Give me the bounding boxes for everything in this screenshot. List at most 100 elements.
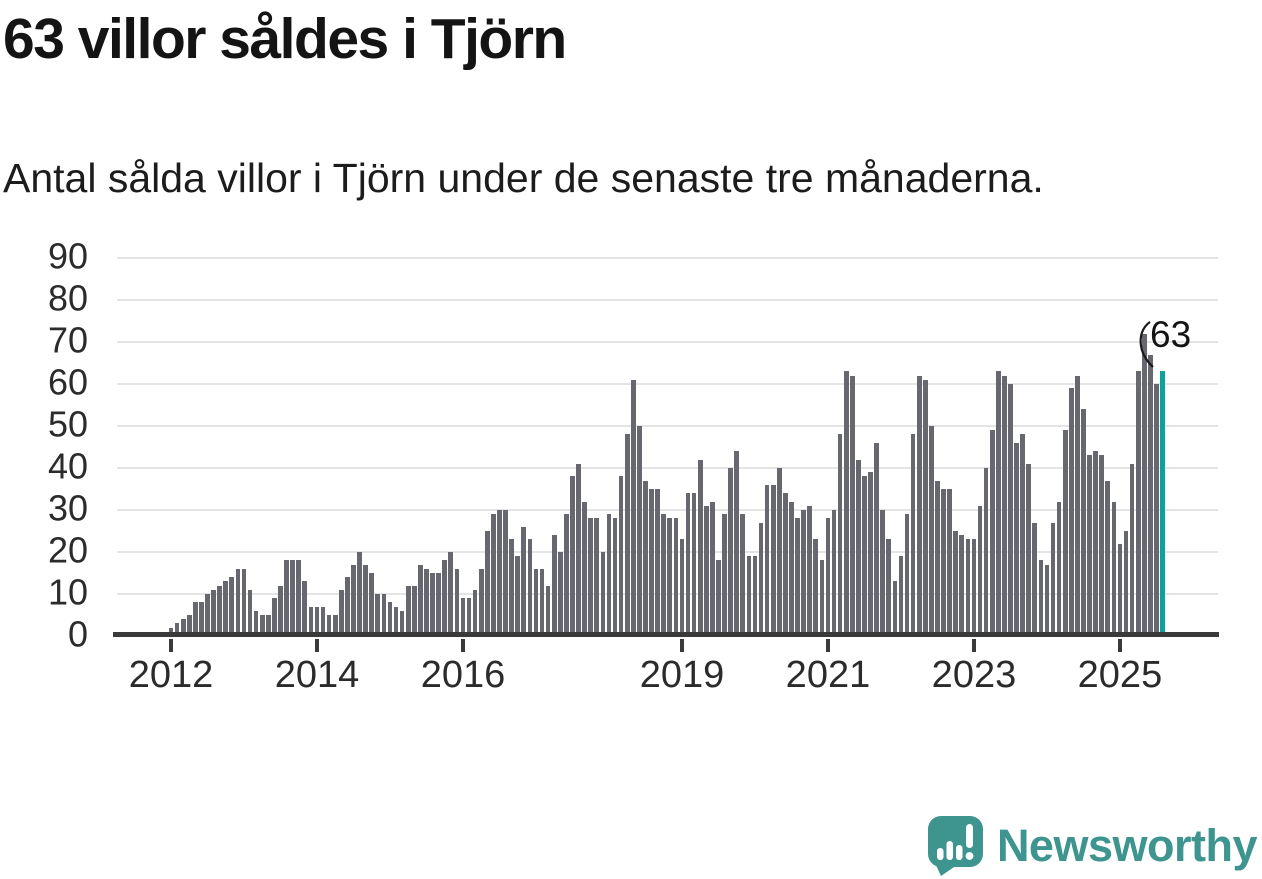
x-axis-tick	[460, 639, 465, 652]
bar	[1032, 522, 1038, 636]
bar	[734, 451, 740, 636]
bar	[357, 552, 362, 636]
bar	[168, 627, 174, 636]
bar	[594, 518, 600, 636]
bar	[710, 501, 715, 636]
bar	[929, 426, 934, 636]
bar	[703, 505, 709, 636]
bar	[302, 581, 308, 636]
page-title: 63 villor såldes i Tjörn	[3, 7, 567, 71]
bar	[1081, 409, 1086, 636]
newsworthy-icon	[927, 816, 983, 876]
bar	[849, 375, 855, 636]
bar	[466, 598, 472, 636]
x-axis-tick	[314, 639, 319, 652]
bar	[770, 484, 776, 636]
bar	[503, 510, 508, 636]
bar	[1014, 442, 1019, 636]
y-tick-label: 80	[47, 277, 88, 319]
bar	[679, 539, 685, 636]
bar	[898, 556, 904, 636]
bar	[278, 585, 283, 636]
bar	[418, 564, 423, 636]
y-tick-label: 70	[47, 319, 88, 361]
bar	[211, 589, 216, 636]
gridline	[117, 341, 1218, 343]
y-tick-label: 30	[47, 487, 88, 529]
bar	[655, 489, 660, 636]
bar	[1026, 463, 1032, 636]
gridline	[117, 299, 1218, 301]
bar	[1141, 333, 1147, 636]
bar	[1068, 388, 1074, 636]
bar	[253, 610, 259, 636]
bar	[825, 518, 831, 636]
bar	[904, 514, 910, 636]
gridline	[117, 425, 1218, 427]
x-axis-line	[113, 632, 1219, 637]
bar	[345, 577, 350, 636]
bar	[326, 615, 332, 636]
bar	[862, 476, 867, 636]
x-tick-label: 2021	[785, 654, 871, 696]
bar	[1105, 480, 1111, 636]
bar-highlighted	[1160, 371, 1165, 636]
bar	[527, 539, 533, 636]
bar	[369, 573, 375, 636]
bar	[880, 510, 886, 636]
bar	[296, 560, 302, 636]
bar	[545, 585, 551, 636]
bar	[606, 514, 612, 636]
bar	[424, 568, 429, 636]
bar	[795, 518, 800, 636]
x-axis-tick	[971, 639, 976, 652]
bar	[1020, 434, 1025, 636]
bar	[174, 623, 180, 636]
bar	[314, 606, 320, 636]
annotation-label: 63	[1150, 314, 1192, 355]
bar	[454, 568, 460, 636]
bar	[290, 560, 295, 636]
gridline	[117, 467, 1218, 469]
bar	[667, 518, 673, 636]
bar	[831, 510, 837, 636]
bar	[484, 531, 490, 636]
bar	[868, 472, 873, 636]
bar	[1154, 384, 1159, 636]
bar	[643, 480, 648, 636]
bar	[776, 468, 782, 636]
x-axis-tick	[679, 639, 684, 652]
bar	[1099, 455, 1105, 636]
bar	[995, 371, 1001, 636]
gridline	[117, 383, 1218, 385]
bar	[576, 463, 581, 636]
bar	[217, 585, 222, 636]
bar	[685, 493, 691, 636]
bar	[892, 581, 898, 636]
bar	[497, 510, 502, 636]
bar	[259, 615, 265, 636]
bar	[989, 430, 995, 636]
bar	[746, 556, 752, 636]
bar	[472, 589, 478, 636]
bar	[588, 518, 594, 636]
x-axis-tick	[825, 639, 830, 652]
bar	[965, 539, 971, 636]
x-tick-label: 2014	[274, 654, 360, 696]
bar	[941, 489, 946, 636]
bar	[1129, 463, 1135, 636]
bar	[1008, 384, 1013, 636]
bar	[813, 539, 819, 636]
bar	[801, 510, 806, 636]
bar	[521, 526, 527, 636]
bar	[436, 573, 441, 636]
bar	[697, 459, 703, 636]
bar	[953, 531, 959, 636]
bar	[728, 468, 733, 636]
x-tick-label: 2023	[931, 654, 1017, 696]
bar	[716, 560, 721, 636]
bar	[1056, 501, 1062, 636]
bar	[1044, 564, 1050, 636]
bar	[649, 489, 654, 636]
x-axis-tick	[169, 639, 173, 652]
